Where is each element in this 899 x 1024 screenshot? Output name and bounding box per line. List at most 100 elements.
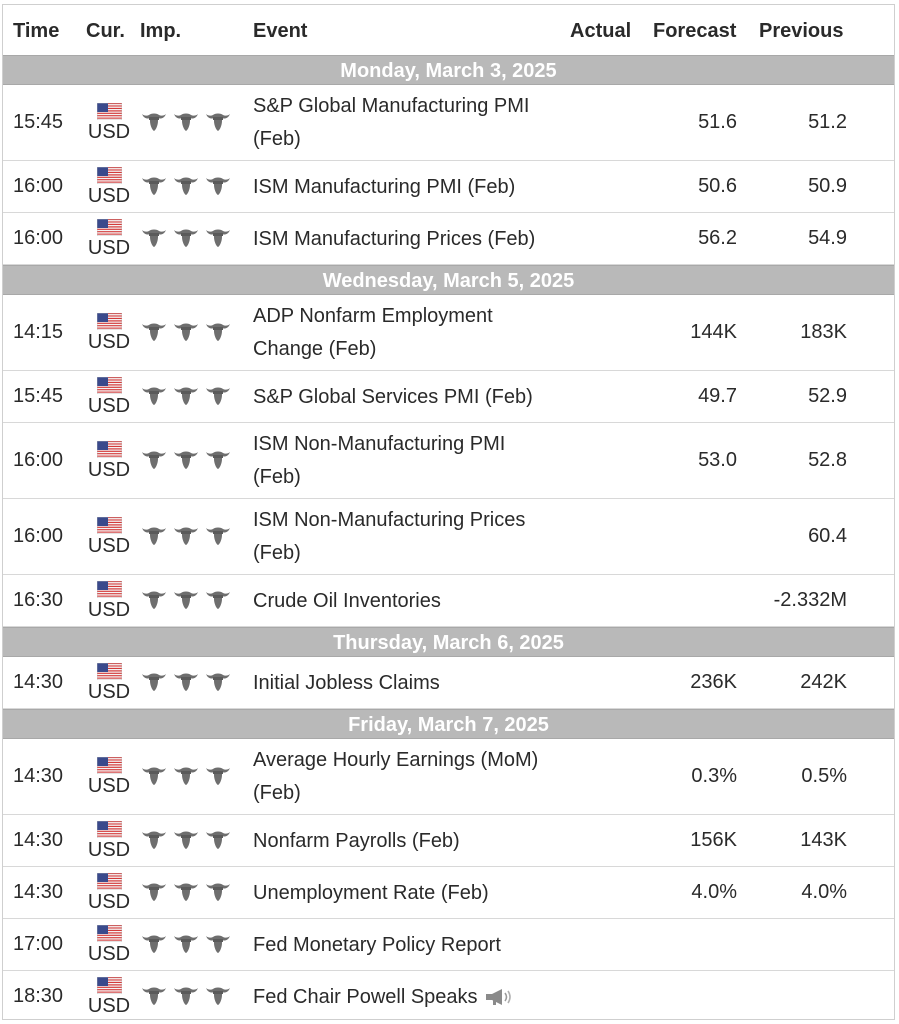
bull-icon [174,831,198,849]
event-name[interactable]: ISM Manufacturing PMI (Feb) [253,171,583,204]
event-name-line: (Feb) [253,782,301,804]
bull-icon [142,767,166,785]
bull-icon [206,883,230,901]
day-header: Friday, March 7, 2025 [3,709,894,739]
event-name[interactable]: Fed Monetary Policy Report [253,929,583,962]
event-row[interactable]: 15:45 USD S&P Global Manufacturing PMI (Feb… [3,85,894,161]
currency-cell: USD [85,925,133,965]
bull-icon [142,527,166,545]
currency-code: USD [87,599,131,621]
us-flag-icon [96,663,122,680]
importance-rating [141,984,231,1006]
currency-cell: USD [85,663,133,703]
event-time: 16:00 [13,175,64,197]
importance-rating [141,880,231,902]
currency-code: USD [87,891,131,913]
currency-code: USD [87,839,131,861]
us-flag-icon [96,377,122,394]
speaker-icon [485,989,511,1006]
event-name[interactable]: ISM Non-Manufacturing PMI (Feb) [253,428,583,494]
previous-value: 52.8 [808,449,847,471]
forecast-value: 0.3% [691,765,737,787]
event-name[interactable]: ISM Manufacturing Prices (Feb) [253,223,583,256]
event-row[interactable]: 16:30 USD Crude Oil Inventories -2.332M [3,575,894,627]
importance-rating [141,448,231,470]
event-row[interactable]: 14:30 USD Average Hourly Earnings (MoM) (Fe… [3,739,894,815]
event-name-line: ISM Manufacturing Prices (Feb) [253,227,536,250]
previous-value: 4.0% [801,881,847,903]
header-actual[interactable]: Actual [570,20,632,42]
event-name[interactable]: Initial Jobless Claims [253,667,583,700]
event-name-line: Initial Jobless Claims [253,671,440,694]
importance-rating [141,670,231,692]
forecast-value: 4.0% [691,881,737,903]
bull-icon [174,229,198,247]
event-name[interactable]: ADP Nonfarm Employment Change (Feb) [253,300,583,366]
event-row[interactable]: 16:00 USD ISM Manufacturing Prices (Feb) 56… [3,213,894,265]
bull-icon [206,323,230,341]
currency-code: USD [87,995,131,1017]
bull-icon [174,387,198,405]
event-name[interactable]: S&P Global Manufacturing PMI (Feb) [253,90,583,156]
event-time: 14:15 [13,321,64,343]
importance-rating [141,524,231,546]
forecast-value: 236K [690,671,737,693]
event-row[interactable]: 17:00 USD Fed Monetary Policy Report [3,919,894,971]
event-name[interactable]: Crude Oil Inventories [253,585,583,618]
event-row[interactable]: 14:15 USD ADP Nonfarm Employment Change (Fe… [3,295,894,371]
previous-value: 242K [800,671,847,693]
event-row[interactable]: 15:45 USD S&P Global Services PMI (Feb) 49.… [3,371,894,423]
event-row[interactable]: 14:30 USD Nonfarm Payrolls (Feb) 156K 143K [3,815,894,867]
event-name[interactable]: Unemployment Rate (Feb) [253,877,583,910]
event-name[interactable]: Fed Chair Powell Speaks [253,981,583,1014]
event-time: 15:45 [13,111,64,133]
event-time: 15:45 [13,385,64,407]
bull-icon [142,113,166,131]
currency-cell: USD [85,441,133,481]
bull-icon [142,673,166,691]
day-header: Wednesday, March 5, 2025 [3,265,894,295]
bull-icon [142,177,166,195]
event-row[interactable]: 16:00 USD ISM Manufacturing PMI (Feb) 50.6 5… [3,161,894,213]
header-event[interactable]: Event [253,20,308,42]
header-time[interactable]: Time [13,20,60,42]
forecast-value: 50.6 [698,175,737,197]
currency-cell: USD [85,313,133,353]
us-flag-icon [96,581,122,598]
currency-cell: USD [85,167,133,207]
previous-value: 50.9 [808,175,847,197]
event-row[interactable]: 16:00 USD ISM Non-Manufacturing Prices (Feb… [3,499,894,575]
event-time: 16:30 [13,589,64,611]
bull-icon [142,451,166,469]
currency-cell: USD [85,581,133,621]
header-forecast[interactable]: Forecast [653,20,737,42]
event-time: 14:30 [13,765,64,787]
event-name[interactable]: S&P Global Services PMI (Feb) [253,381,583,414]
header-currency[interactable]: Cur. [86,20,125,42]
event-name[interactable]: Nonfarm Payrolls (Feb) [253,825,583,858]
event-name[interactable]: ISM Non-Manufacturing Prices (Feb) [253,504,583,570]
bull-icon [142,229,166,247]
event-row[interactable]: 18:30 USD Fed Chair Powell Speaks [3,971,894,1019]
importance-rating [141,110,231,132]
us-flag-icon [96,925,122,942]
event-name-line: ISM Manufacturing PMI (Feb) [253,175,516,198]
day-header: Thursday, March 6, 2025 [3,627,894,657]
currency-cell: USD [85,219,133,259]
header-previous[interactable]: Previous [759,20,844,42]
bull-icon [206,767,230,785]
event-name-line: Nonfarm Payrolls (Feb) [253,829,460,852]
bull-icon [206,113,230,131]
forecast-value: 156K [690,829,737,851]
event-row[interactable]: 16:00 USD ISM Non-Manufacturing PMI (Feb) 53… [3,423,894,499]
event-name-line: Change (Feb) [253,338,377,360]
currency-cell: USD [85,821,133,861]
previous-value: 52.9 [808,385,847,407]
event-name[interactable]: Average Hourly Earnings (MoM) (Feb) [253,744,583,810]
forecast-value: 144K [690,321,737,343]
header-importance[interactable]: Imp. [140,20,182,42]
currency-cell: USD [85,977,133,1017]
event-row[interactable]: 14:30 USD Initial Jobless Claims 236K 242K [3,657,894,709]
event-row[interactable]: 14:30 USD Unemployment Rate (Feb) 4.0% 4.0% [3,867,894,919]
us-flag-icon [96,167,122,184]
